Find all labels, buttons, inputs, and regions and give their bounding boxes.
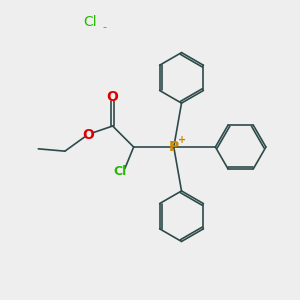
Text: P: P	[169, 140, 179, 154]
Text: O: O	[82, 128, 94, 142]
Text: +: +	[178, 136, 186, 146]
Text: -: -	[102, 22, 106, 32]
Text: O: O	[107, 90, 118, 104]
Text: Cl: Cl	[113, 165, 126, 178]
Text: Cl: Cl	[83, 15, 97, 29]
